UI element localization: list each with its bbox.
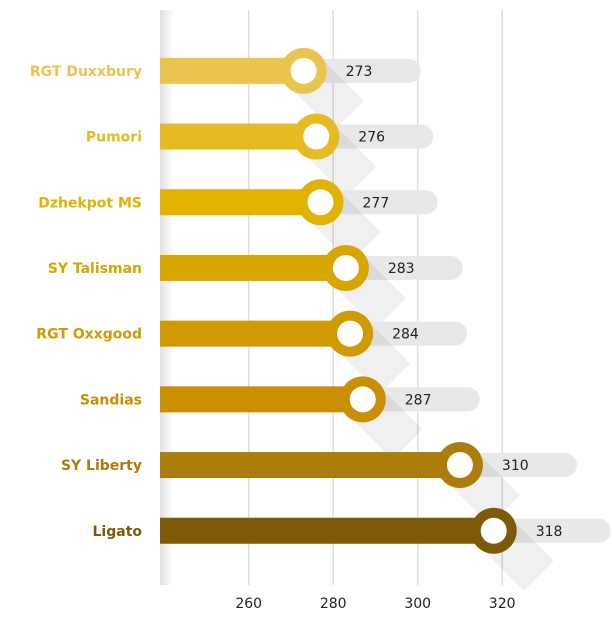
bubble-center — [446, 452, 473, 479]
value-label: 318 — [536, 524, 563, 540]
value-label: 276 — [358, 130, 385, 146]
category-label: RGT Duxxbury — [30, 64, 142, 80]
value-label: 310 — [502, 458, 529, 474]
row: 283 SY Talisman — [48, 244, 463, 328]
x-tick-label: 280 — [320, 596, 347, 612]
value-label: 284 — [392, 327, 419, 343]
bubble-center — [332, 254, 359, 281]
bar — [160, 57, 304, 84]
track — [303, 58, 421, 83]
track — [316, 124, 434, 149]
category-label: Sandias — [80, 392, 142, 408]
bar — [160, 254, 346, 281]
value-label: 277 — [363, 195, 390, 211]
category-label: RGT Oxxgood — [36, 327, 142, 343]
x-tick-label: 300 — [404, 596, 431, 612]
axis-shadow — [160, 10, 174, 585]
row: 284 RGT Oxxgood — [36, 310, 468, 394]
track — [350, 321, 468, 346]
value-label: 287 — [405, 392, 432, 408]
x-tick-label: 320 — [489, 596, 516, 612]
row: 310 SY Liberty — [61, 442, 577, 526]
row: 318 Ligato — [93, 507, 611, 591]
row: 287 Sandias — [80, 376, 480, 460]
value-label: 283 — [388, 261, 415, 277]
row: 273 RGT Duxxbury — [30, 47, 421, 131]
track — [320, 190, 438, 215]
bubble-center — [307, 189, 334, 216]
bar — [160, 452, 460, 479]
bar — [160, 123, 317, 150]
bubble-center — [290, 57, 317, 84]
category-label: SY Talisman — [48, 261, 142, 277]
bar — [160, 517, 494, 544]
category-label: Ligato — [93, 524, 143, 540]
bar — [160, 189, 321, 216]
row: 276 Pumori — [86, 113, 434, 197]
category-label: Pumori — [86, 130, 142, 146]
value-label: 273 — [346, 64, 373, 80]
category-label: SY Liberty — [61, 458, 142, 474]
bubble-center — [303, 123, 330, 150]
bubble-center — [337, 320, 364, 347]
track — [345, 255, 463, 280]
bubble-center — [349, 386, 376, 413]
track — [493, 518, 611, 543]
bubble-center — [480, 517, 507, 544]
category-label: Dzhekpot MS — [38, 195, 142, 211]
bar — [160, 386, 363, 413]
x-tick-label: 260 — [235, 596, 262, 612]
bar — [160, 320, 351, 347]
row: 277 Dzhekpot MS — [38, 179, 438, 263]
track — [459, 453, 577, 478]
track — [362, 387, 480, 412]
